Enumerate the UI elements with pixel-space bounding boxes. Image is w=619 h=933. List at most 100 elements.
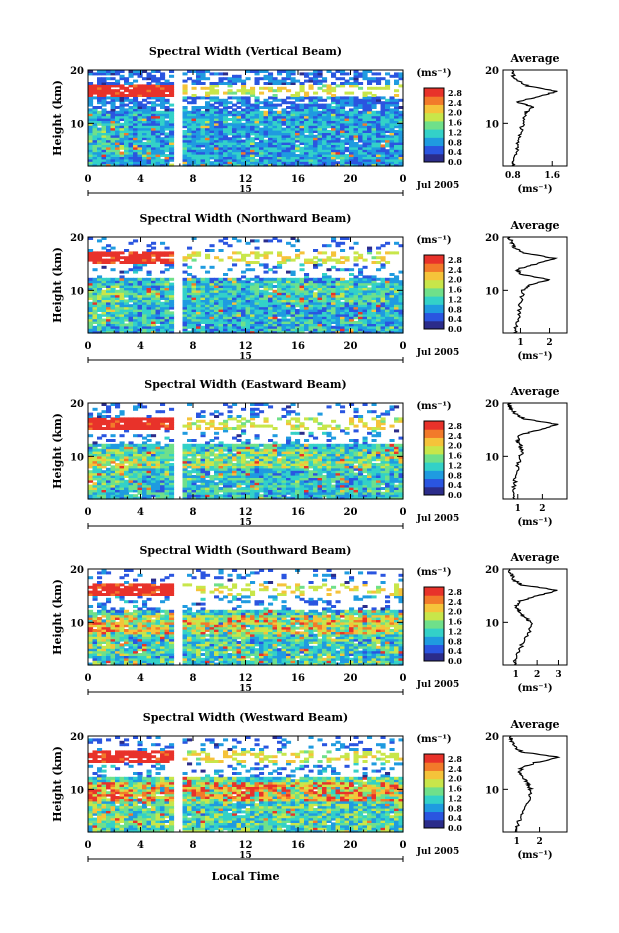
heatmap-cell	[151, 75, 156, 78]
heatmap-cell	[345, 280, 350, 283]
heatmap-cell	[309, 96, 314, 99]
heatmap-cell	[250, 87, 255, 90]
heatmap-cell	[354, 263, 359, 266]
heatmap-cell	[169, 75, 174, 78]
heatmap-cell	[219, 99, 224, 102]
average-title: Average	[509, 52, 559, 65]
x-tick-label: 20	[344, 174, 358, 185]
heatmap-cell	[111, 439, 116, 442]
heatmap-cell	[282, 99, 287, 102]
heatmap-cell	[120, 84, 125, 87]
heatmap-cell	[304, 104, 309, 107]
heatmap-cell	[138, 278, 143, 281]
heatmap-cell	[340, 268, 345, 271]
heatmap-cell	[187, 247, 192, 250]
heatmap-cell	[165, 94, 170, 97]
heatmap-cell	[111, 89, 116, 92]
heatmap-cell	[277, 239, 282, 242]
heatmap-cell	[250, 268, 255, 271]
heatmap-cell	[165, 444, 170, 447]
heatmap-cell	[129, 278, 134, 281]
heatmap-cell	[129, 494, 134, 497]
heatmap-cell	[165, 278, 170, 281]
heatmap-cell	[241, 123, 246, 126]
heatmap-cell	[102, 434, 107, 437]
heatmap-cell	[322, 251, 327, 254]
heatmap-cell	[381, 87, 386, 90]
heatmap-cell	[259, 263, 264, 266]
colorbar-swatch	[424, 146, 444, 155]
heatmap-cell	[232, 96, 237, 99]
heatmap-cell	[228, 268, 233, 271]
heatmap-cell	[228, 118, 233, 121]
heatmap-cell	[111, 251, 116, 254]
heatmap-cell	[318, 96, 323, 99]
panel-1: Spectral Width (Vertical Beam)2010Height…	[51, 45, 567, 196]
colorbar-tick-label: 2.8	[448, 255, 462, 265]
heatmap-cell	[241, 108, 246, 111]
colorbar-swatch	[424, 137, 444, 146]
heatmap-cell	[93, 482, 98, 485]
x-tick-label: 16	[291, 174, 305, 185]
heatmap-cell	[223, 77, 228, 80]
heatmap-cell	[372, 111, 377, 114]
heatmap-cell	[304, 135, 309, 138]
heatmap-cell	[228, 111, 233, 114]
heatmap-cell	[124, 104, 129, 107]
heatmap-cell	[300, 278, 305, 281]
heatmap-cell	[363, 259, 368, 262]
heatmap-cell	[340, 140, 345, 143]
x-tick-label: 0	[85, 174, 92, 185]
heatmap-cell	[309, 259, 314, 262]
heatmap-cell	[124, 465, 129, 468]
heatmap-cell	[214, 96, 219, 99]
heatmap-cell	[129, 441, 134, 444]
heatmap-cell	[322, 99, 327, 102]
heatmap-cell	[286, 271, 291, 274]
heatmap-cell	[327, 244, 332, 247]
heatmap-cell	[300, 104, 305, 107]
x-tick-label: 4	[137, 174, 144, 185]
heatmap-cell	[255, 142, 260, 145]
heatmap-cell	[187, 101, 192, 104]
heatmap-cell	[160, 302, 165, 305]
heatmap-cell	[187, 439, 192, 442]
heatmap-cell	[376, 283, 381, 286]
heatmap-cell	[322, 259, 327, 262]
heatmap-cell	[327, 84, 332, 87]
heatmap-cell	[151, 242, 156, 245]
heatmap-cell	[223, 92, 228, 95]
heatmap-cell	[210, 475, 215, 478]
heatmap-cell	[106, 82, 111, 85]
heatmap-cell	[196, 278, 201, 281]
heatmap-cell	[322, 84, 327, 87]
colorbar-tick-label: 2.0	[448, 108, 462, 118]
heatmap-cell	[93, 326, 98, 329]
average-x-tick-label: 0.8	[505, 171, 521, 181]
heatmap-cell	[142, 417, 147, 420]
x-tick-label: 20	[344, 341, 358, 352]
heatmap-cell	[97, 251, 102, 254]
heatmap-cell	[102, 77, 107, 80]
heatmap-cell	[282, 256, 287, 259]
heatmap-cell	[102, 290, 107, 293]
heatmap-cell	[93, 417, 98, 420]
heatmap-cell	[259, 111, 264, 114]
panel-title: Spectral Width (Vertical Beam)	[149, 45, 342, 58]
heatmap-cell	[219, 259, 224, 262]
heatmap-cell	[255, 261, 260, 264]
heatmap-cell	[309, 278, 314, 281]
heatmap-cell	[358, 72, 363, 75]
heatmap-cell	[160, 259, 165, 262]
heatmap-cell	[196, 425, 201, 428]
heatmap-cell	[264, 263, 269, 266]
heatmap-cell	[376, 251, 381, 254]
heatmap-cell	[286, 278, 291, 281]
panel-2: Spectral Width (Northward Beam)2010Heigh…	[51, 212, 567, 363]
heatmap-cell	[93, 84, 98, 87]
heatmap-cell	[214, 432, 219, 435]
heatmap-cell	[124, 87, 129, 90]
heatmap-cell	[345, 72, 350, 75]
heatmap-cells	[88, 70, 404, 167]
heatmap-cell	[264, 82, 269, 85]
